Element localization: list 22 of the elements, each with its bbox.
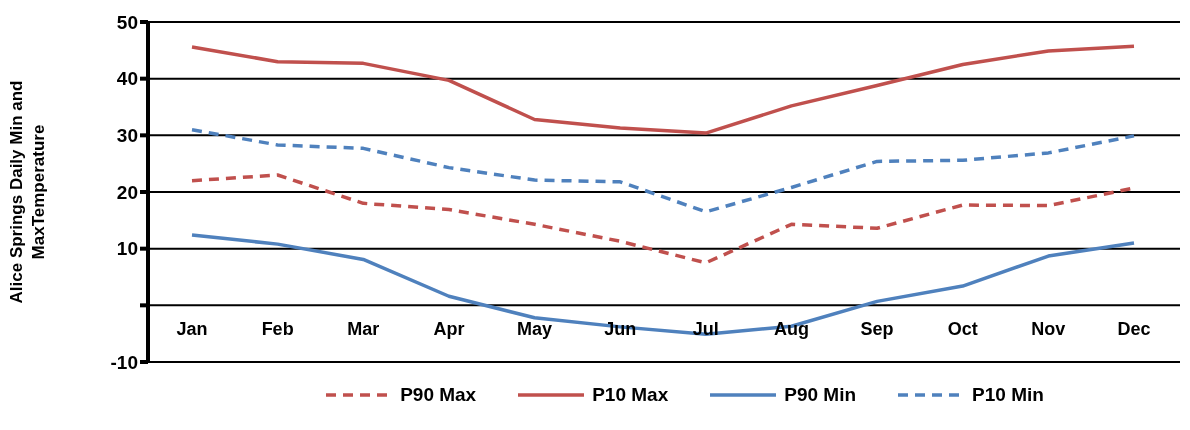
legend-label: P10 Max <box>592 384 669 406</box>
x-tick-label: Feb <box>261 319 294 340</box>
legend-label: P90 Max <box>400 384 477 406</box>
x-tick-label: Dec <box>1117 319 1151 340</box>
y-tick-label: 40 <box>116 68 138 90</box>
y-axis-title: Alice Springs Daily Min and MaxTemperature <box>7 80 48 304</box>
y-tick-label: 20 <box>116 181 138 203</box>
legend-label: P90 Min <box>784 384 857 406</box>
y-tick-label: -10 <box>110 351 138 373</box>
x-tick-label: Mar <box>347 319 380 340</box>
x-tick-label: Oct <box>947 319 978 340</box>
x-tick-label: Jan <box>176 319 208 340</box>
x-tick-label: Nov <box>1031 319 1066 340</box>
x-tick-label: Sep <box>860 319 894 340</box>
y-tick-label: 10 <box>116 238 138 260</box>
x-tick-label: May <box>517 319 553 340</box>
y-tick-label: 50 <box>116 11 138 33</box>
line-series <box>190 44 1136 135</box>
x-tick-label: Apr <box>433 319 465 340</box>
line-series <box>190 127 1136 214</box>
y-tick-label: 30 <box>116 125 138 147</box>
legend-label: P10 Min <box>972 384 1044 406</box>
